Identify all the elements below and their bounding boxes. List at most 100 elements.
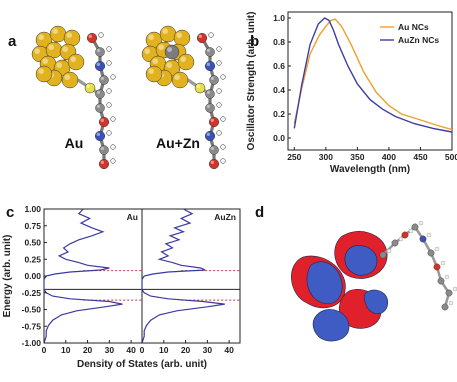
legend-entry: Au NCs bbox=[398, 22, 429, 32]
hydrogen-atom bbox=[216, 46, 222, 52]
hydrogen-atom bbox=[386, 248, 392, 254]
ligand-atom-highlight bbox=[96, 62, 100, 66]
hydrogen-atom bbox=[434, 246, 440, 252]
hydrogen-atom bbox=[220, 116, 226, 122]
gold-atom bbox=[145, 65, 163, 83]
hydrogen-atom bbox=[106, 130, 112, 136]
x-tick-label: 250 bbox=[287, 152, 301, 162]
y-tick-label: -0.25 bbox=[22, 288, 42, 298]
ligand-atom-highlight bbox=[206, 132, 211, 137]
ligand-atom-highlight bbox=[206, 104, 210, 109]
hydrogen-atom bbox=[106, 46, 112, 52]
hydrogen-atom-highlight bbox=[221, 159, 223, 161]
x-tick-label: 400 bbox=[382, 152, 396, 162]
hydrogen-atom-highlight bbox=[217, 131, 219, 133]
panel-d-label: d bbox=[255, 204, 264, 221]
zinc-atom-highlight bbox=[167, 47, 172, 52]
ligand-atom bbox=[98, 116, 110, 128]
hydrogen-atom bbox=[440, 260, 446, 266]
hydrogen-atom bbox=[110, 144, 116, 150]
hydrogen-atom-highlight bbox=[221, 145, 223, 147]
ligand-atom bbox=[94, 130, 106, 142]
ligand-atom-highlight bbox=[210, 160, 215, 165]
gold-atom-highlight bbox=[70, 56, 76, 62]
y-tick-label: 0.2 bbox=[273, 109, 285, 119]
ligand-atom bbox=[94, 60, 106, 72]
y-axis-label: Energy (arb. unit) bbox=[2, 235, 13, 318]
hydrogen-atom bbox=[408, 228, 414, 234]
oscillator-strength-chart: b 250 300 350 400 450 500 0.0 0.2 0.4 0.6 0.8 1.0 Wa… bbox=[246, 11, 457, 175]
gold-atom-highlight bbox=[62, 46, 68, 52]
hydrogen-atom-highlight bbox=[107, 103, 110, 106]
ligand-atom bbox=[427, 249, 435, 257]
orbital-isosurface bbox=[291, 220, 457, 342]
hydrogen-atom bbox=[220, 74, 226, 80]
gold-atom bbox=[171, 71, 189, 89]
x-tick-label: 10 bbox=[159, 345, 169, 355]
x-tick-label: 0 bbox=[140, 345, 145, 355]
hydrogen-atom bbox=[110, 74, 116, 80]
ligand-atom bbox=[209, 145, 219, 155]
ligand-atom bbox=[391, 239, 399, 247]
ligand-atom bbox=[437, 277, 445, 285]
gold-atom bbox=[35, 65, 53, 83]
ligand-atom bbox=[208, 116, 220, 128]
panel-d: d bbox=[245, 195, 457, 377]
ligand-atom bbox=[208, 158, 220, 170]
dos-curve-auzn bbox=[141, 208, 225, 344]
gold-atom-highlight bbox=[34, 48, 40, 54]
ligand-atom bbox=[95, 89, 105, 99]
hydrogen-atom bbox=[208, 32, 214, 38]
x-tick-label: 20 bbox=[83, 345, 93, 355]
gold-atom-highlight bbox=[64, 74, 70, 80]
gold-atom bbox=[45, 41, 63, 59]
y-tick-label: 0.75 bbox=[24, 221, 41, 231]
ligand-atom-highlight bbox=[100, 118, 104, 122]
legend-entry: AuZn NCs bbox=[398, 35, 439, 45]
hydrogen-atom-highlight bbox=[111, 75, 114, 78]
ligand-atom bbox=[95, 47, 105, 57]
x-tick-label: 40 bbox=[224, 345, 234, 355]
ligand-atom-highlight bbox=[210, 76, 214, 81]
gold-atom-highlight bbox=[38, 34, 44, 40]
hydrogen-atom bbox=[106, 88, 112, 94]
ligand-atom bbox=[86, 32, 98, 44]
panel-b-label: b bbox=[250, 33, 259, 50]
gold-atom bbox=[177, 53, 195, 71]
ligand-atom-highlight bbox=[206, 48, 210, 52]
ligand-atom-highlight bbox=[96, 90, 101, 95]
hydrogen-atom bbox=[448, 300, 454, 306]
ligand-atom bbox=[205, 47, 215, 57]
gold-atom-highlight bbox=[42, 58, 48, 64]
x-tick-label: 10 bbox=[61, 345, 71, 355]
gold-atom-highlight bbox=[52, 28, 58, 34]
gold-atom-highlight bbox=[162, 28, 168, 34]
hydrogen-atom bbox=[426, 232, 432, 238]
hydrogen-atom-highlight bbox=[221, 75, 223, 78]
hydrogen-atom-highlight bbox=[221, 117, 223, 120]
ligand-atom bbox=[99, 75, 109, 85]
y-tick-label: 1.00 bbox=[24, 204, 41, 214]
panel-c-label: c bbox=[6, 204, 14, 221]
x-tick-label: 30 bbox=[203, 345, 213, 355]
gold-atom-highlight bbox=[144, 48, 150, 54]
hydrogen-atom bbox=[216, 88, 222, 94]
structure-label-auzn: Au+Zn bbox=[156, 135, 200, 151]
gold-atom-highlight bbox=[66, 32, 72, 38]
x-axis-label: Wavelength (nm) bbox=[330, 164, 410, 175]
y-tick-label: 0.50 bbox=[24, 238, 41, 248]
orbital-figure: d bbox=[255, 204, 457, 342]
panel-c: c Au 0 10 20 30 40 AuZn 0 10 20 30 40 1.00 0.75 0.50 0.… bbox=[0, 195, 245, 377]
ligand-atom-highlight bbox=[210, 118, 215, 122]
subplot-title: Au bbox=[127, 212, 138, 222]
hydrogen-atom-highlight bbox=[217, 61, 219, 63]
y-tick-label: -0.75 bbox=[22, 321, 42, 331]
ligand-atom bbox=[196, 32, 208, 44]
x-tick-label: 20 bbox=[181, 345, 191, 355]
ligand-atom-highlight bbox=[96, 48, 101, 52]
ligand-atom-highlight bbox=[206, 62, 211, 66]
ligand-atom bbox=[204, 60, 216, 72]
y-tick-label: 0.0 bbox=[273, 133, 285, 143]
ligand-atom-highlight bbox=[88, 34, 92, 38]
x-tick-label: 0 bbox=[42, 345, 47, 355]
